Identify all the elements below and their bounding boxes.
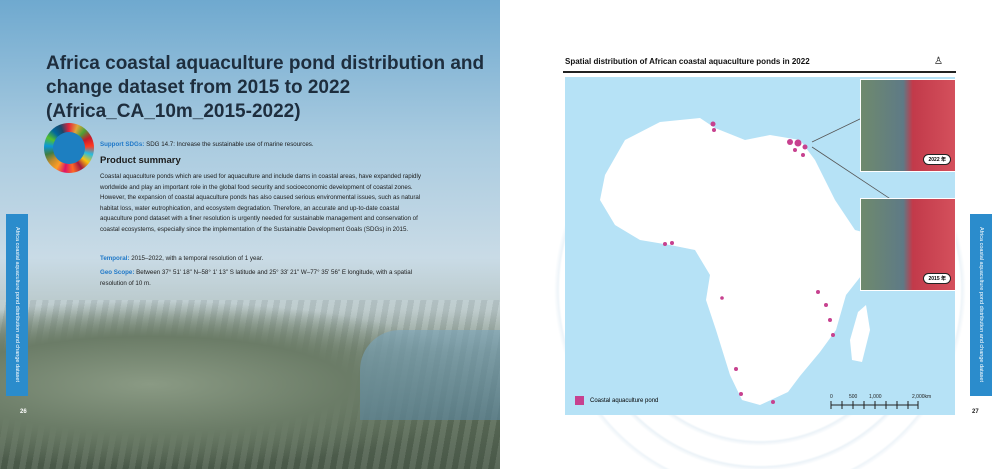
- scale-bar: [830, 401, 919, 409]
- pond-marker: [734, 367, 738, 371]
- support-label: Support SDGs:: [100, 141, 145, 148]
- callout-line: [811, 117, 863, 143]
- sdg-wheel-icon: [44, 123, 94, 173]
- pond-marker: [828, 318, 832, 322]
- page-number: 27: [972, 409, 979, 415]
- legend-label: Coastal aquaculture pond: [590, 397, 659, 404]
- pond-marker: [824, 303, 828, 307]
- title-rule: [563, 71, 956, 73]
- inset-image-top: 2022 年: [860, 79, 956, 172]
- pond-marker: [663, 242, 667, 246]
- pond-marker: [710, 121, 716, 127]
- pond-marker: [739, 392, 743, 396]
- pond-marker: [787, 139, 793, 145]
- scale-label: 0: [830, 394, 833, 400]
- pond-marker: [670, 241, 674, 245]
- side-tab: Africa coastal aquaculture pond distribu…: [970, 214, 992, 396]
- scale-label: 2,000km: [912, 394, 931, 400]
- pond-marker: [720, 296, 724, 300]
- map-title: Spatial distribution of African coastal …: [565, 57, 810, 66]
- temporal-label: Temporal:: [100, 255, 130, 262]
- support-text: SDG 14.7: Increase the sustainable use o…: [146, 141, 314, 148]
- geo-label: Geo Scope:: [100, 269, 135, 276]
- pond-marker: [801, 153, 805, 157]
- pond-marker: [816, 290, 820, 294]
- temporal-text: 2015–2022, with a temporal resolution of…: [131, 255, 264, 262]
- pond-markers: [663, 121, 835, 404]
- pond-marker: [831, 333, 835, 337]
- map-legend: Coastal aquaculture pond: [575, 396, 658, 405]
- pond-marker: [712, 128, 716, 132]
- pond-marker: [794, 139, 802, 147]
- pond-marker: [793, 148, 797, 152]
- pond-legend-swatch: [575, 396, 584, 405]
- logo-icon: ♙: [934, 56, 943, 67]
- scale-label: 1,000: [869, 394, 882, 400]
- callout-line: [811, 146, 896, 203]
- madagascar: [850, 305, 870, 362]
- africa-landmass: [600, 118, 885, 405]
- inset-year-label: 2015 年: [923, 273, 951, 284]
- aerial-sea: [360, 330, 500, 420]
- page-title: Africa coastal aquaculture pond distribu…: [46, 53, 485, 122]
- left-page: Africa coastal aquaculture pond distribu…: [0, 0, 500, 469]
- geo-text: Between 37° 51' 18" N–58° 1' 13" S latit…: [100, 269, 413, 287]
- pond-marker: [802, 144, 808, 150]
- scale-label: 500: [849, 394, 858, 400]
- summary-text: Coastal aquaculture ponds which are used…: [100, 173, 421, 233]
- page-number: 26: [20, 409, 27, 415]
- inset-year-label: 2022 年: [923, 154, 951, 165]
- pond-marker: [771, 400, 775, 404]
- summary-heading: Product summary: [100, 155, 181, 166]
- inset-image-bottom: 2015 年: [860, 198, 956, 291]
- side-tab: Africa coastal aquaculture pond distribu…: [6, 214, 28, 396]
